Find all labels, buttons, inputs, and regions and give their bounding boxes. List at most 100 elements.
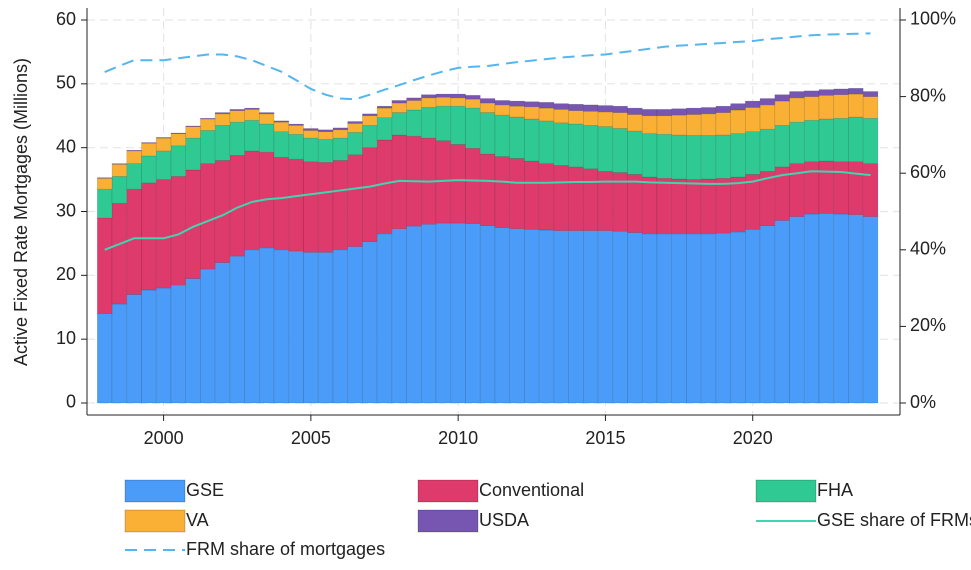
bar-segment <box>818 118 835 162</box>
bar-segment <box>641 109 658 117</box>
bar-segment <box>288 133 304 160</box>
bar-segment <box>126 149 142 152</box>
bar-segment <box>730 176 746 233</box>
bar-segment <box>700 135 717 180</box>
bar-segment <box>494 114 511 157</box>
bar-segment <box>494 227 511 404</box>
legend-label: FRM share of mortgages <box>186 539 385 559</box>
bar-segment <box>759 104 776 130</box>
bar-segment <box>376 105 393 109</box>
bar-segment <box>700 107 717 115</box>
bar-segment <box>715 105 731 113</box>
bar-segment <box>317 131 334 140</box>
bar-segment <box>656 133 673 179</box>
bar-segment <box>494 104 511 116</box>
y2-tick-label: 40% <box>910 239 946 259</box>
bar-segment <box>509 100 525 107</box>
bar-segment <box>317 139 334 163</box>
x-tick-label: 2010 <box>438 428 478 448</box>
bar-segment <box>833 88 849 95</box>
bar-segment <box>553 122 569 166</box>
bar-segment <box>671 178 687 235</box>
bar-segment <box>214 262 231 404</box>
bar-segment <box>568 110 584 125</box>
bar-segment <box>435 105 452 141</box>
bar-segment <box>656 178 673 235</box>
bar-segment <box>421 97 437 108</box>
bar-segment <box>185 125 201 127</box>
bar-segment <box>833 94 849 119</box>
y2-tick-label: 100% <box>910 9 956 29</box>
bar-segment <box>406 100 422 111</box>
bar-segment <box>568 166 584 231</box>
bar-segment <box>244 119 260 152</box>
bar-segment <box>833 161 849 215</box>
bar-segment <box>524 101 540 108</box>
bar-segment <box>362 115 378 126</box>
bar-segment <box>229 110 245 123</box>
bar-segment <box>141 289 157 404</box>
bar-segment <box>759 128 776 172</box>
legend-marker <box>755 479 817 503</box>
y-tick-label: 50 <box>56 73 76 93</box>
bar-segment <box>509 116 525 159</box>
bar-segment <box>583 230 599 404</box>
bar-segment <box>303 161 319 253</box>
bar-segment <box>686 233 702 404</box>
line-series <box>104 32 871 101</box>
bar-segment <box>141 182 157 291</box>
bar-segment <box>553 230 569 404</box>
bar-segment <box>288 158 304 252</box>
bar-segment <box>479 112 496 155</box>
bar-segment <box>288 125 304 135</box>
bar-segment <box>229 255 245 404</box>
bar-segment <box>259 113 275 125</box>
bar-segment <box>627 107 643 115</box>
bar-segment <box>627 174 643 233</box>
bar-segment <box>362 147 378 242</box>
bar-segment <box>833 213 849 404</box>
legend-label: GSE <box>186 480 224 500</box>
bar-segment <box>391 100 407 104</box>
bar-segment <box>288 250 304 404</box>
x-tick-label: 2000 <box>144 428 184 448</box>
bar-segment <box>524 160 540 230</box>
bar-segment <box>803 119 820 163</box>
bar-segment <box>627 114 643 132</box>
legend-marker <box>417 509 479 533</box>
bar-segment <box>612 128 628 173</box>
bar-segment <box>200 268 216 404</box>
bar-segment <box>538 102 555 109</box>
bar-segment <box>317 129 334 133</box>
bar-segment <box>406 97 422 101</box>
bar-segment <box>111 303 128 404</box>
bar-segment <box>759 225 776 404</box>
bar-segment <box>450 222 466 404</box>
bar-segment <box>568 123 584 168</box>
bar-segment <box>862 216 879 404</box>
bar-segment <box>111 163 128 165</box>
bar-segment <box>656 109 673 117</box>
legend-marker <box>124 509 186 533</box>
bar-segment <box>435 222 452 404</box>
bar-segment <box>200 130 216 164</box>
bar-segment <box>244 249 260 404</box>
bar-segment <box>97 178 113 190</box>
bar-segment <box>583 168 599 231</box>
bar-segment <box>288 123 304 126</box>
bar-segment <box>700 178 717 235</box>
bar-segment <box>362 125 378 148</box>
bar-segment <box>303 130 319 139</box>
bar-segment <box>627 130 643 175</box>
bar-segment <box>509 228 525 404</box>
bar-segment <box>789 97 805 123</box>
bar-segment <box>612 105 628 113</box>
bar-segment <box>479 98 496 104</box>
bar-segment <box>376 117 393 141</box>
bar-segment <box>214 113 231 126</box>
bar-segment <box>774 220 790 404</box>
legend-label: GSE share of FRMs <box>817 510 971 530</box>
bar-segment <box>406 225 422 404</box>
bar-segment <box>376 107 393 118</box>
bar-segment <box>465 223 481 404</box>
